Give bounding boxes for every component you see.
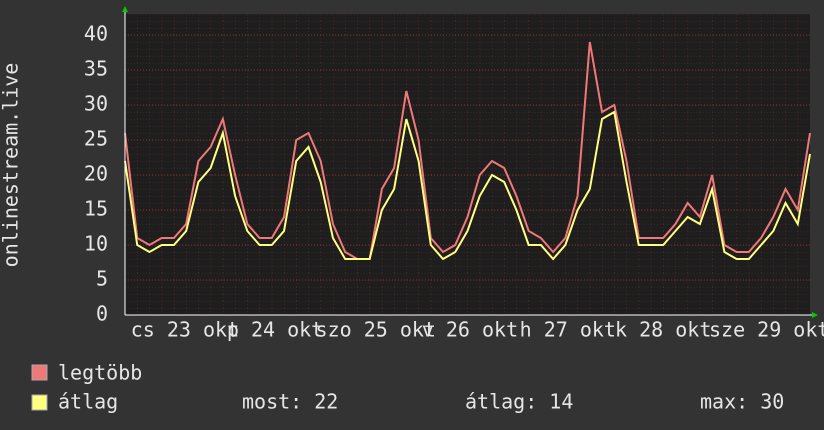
legend-label: átlag — [58, 390, 118, 414]
x-arrow — [812, 312, 818, 318]
y-tick-label: 5 — [96, 267, 108, 291]
x-tick-label: v 26 okt — [422, 318, 518, 342]
y-tick-label: 0 — [96, 302, 108, 326]
x-tick-label: sze 29 okt — [709, 318, 824, 342]
legend-swatch — [31, 364, 48, 381]
legend-stat: átlag: 14 — [465, 390, 573, 414]
legend-swatch — [31, 394, 48, 411]
series-line — [124, 41, 811, 260]
y-tick-label: 30 — [84, 92, 108, 116]
series-line — [124, 110, 811, 261]
y-tick-label: 20 — [84, 162, 108, 186]
minor-grid — [125, 14, 810, 315]
legend-stat: max: 30 — [700, 390, 784, 414]
y-tick-label: 35 — [84, 57, 108, 81]
legend-stat: most: 22 — [242, 390, 338, 414]
y-axis-label: onlinestream.live — [0, 63, 23, 268]
x-tick-label: k 28 okt — [615, 318, 711, 342]
x-tick-label: szo 25 okt — [316, 318, 436, 342]
legend-label: legtöbb — [58, 361, 142, 385]
y-tick-label: 10 — [84, 232, 108, 256]
y-tick-label: 25 — [84, 127, 108, 151]
x-tick-label: h 27 okt — [520, 318, 616, 342]
plot — [124, 34, 811, 316]
x-tick-label: p 24 okt — [227, 318, 323, 342]
y-tick-label: 40 — [84, 22, 108, 46]
y-arrow — [122, 6, 128, 12]
x-tick-label: cs 23 okt — [131, 318, 239, 342]
y-tick-label: 15 — [84, 197, 108, 221]
